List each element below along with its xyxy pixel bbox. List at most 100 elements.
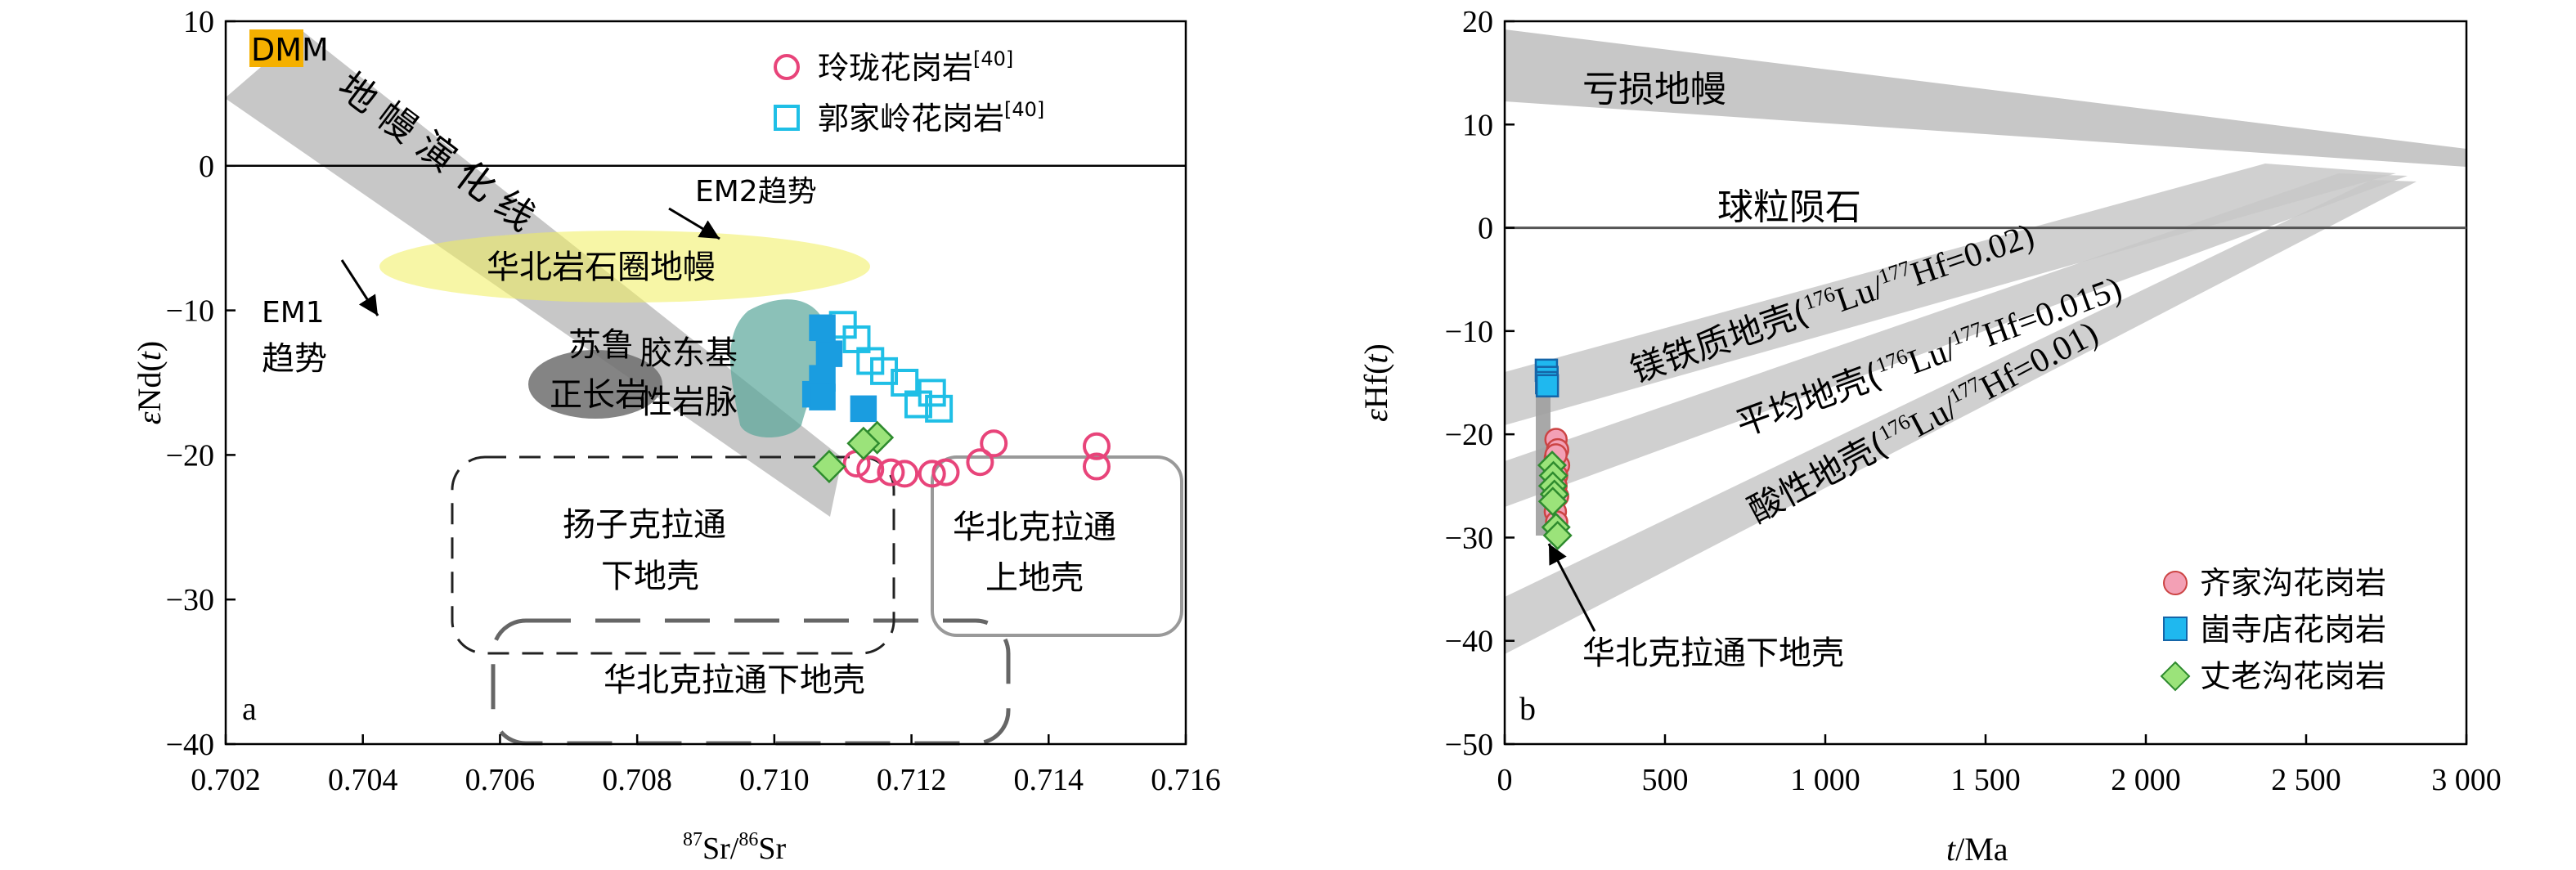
sulu-syenite-field xyxy=(528,350,662,419)
ncc-lithospheric-mantle-label: 华北岩石圈地幔 xyxy=(487,249,716,286)
panel-b-data-points xyxy=(1534,358,1573,550)
data-point-a-series0 xyxy=(918,460,946,488)
dmm-box xyxy=(249,29,303,67)
panel-a-frame xyxy=(224,20,1187,746)
panel-b-label: b xyxy=(1519,690,1536,727)
ncc-upper-label-line2: 上地壳 xyxy=(985,559,1084,597)
legend-qijiagou-label: 齐家沟花岗岩 xyxy=(2200,565,2386,601)
data-point-a-series2 xyxy=(809,383,836,410)
panel-a-x-title: 87Sr/86Sr xyxy=(683,829,786,866)
legend-guojialing-marker xyxy=(774,105,800,131)
panel-a-legend: 玲珑花岗岩[40] 郭家岭花岗岩[40] xyxy=(774,47,1044,137)
yangtze-label-line2: 下地壳 xyxy=(601,558,699,595)
ncc-lower-label: 华北克拉通下地壳 xyxy=(604,661,865,699)
felsic-crust-band xyxy=(1505,180,2417,654)
x-tick-label: 0.702 xyxy=(191,763,261,797)
data-point-a-series2 xyxy=(815,340,843,367)
panel-a: 0.702 0.704 0.706 0.708 0.710 0.712 0.714 0.716… xyxy=(131,5,1221,866)
data-point-a-series3 xyxy=(812,450,846,484)
y-tick-label: −10 xyxy=(1445,315,1493,349)
em1-arrow xyxy=(340,259,379,316)
ncc-lithospheric-mantle-field xyxy=(379,231,870,303)
em2-arrow xyxy=(668,207,720,240)
y-tick-label: 0 xyxy=(199,150,214,184)
data-point-a-series2 xyxy=(809,314,836,342)
data-point-a-series0 xyxy=(856,455,885,484)
legend-qijiagou-marker xyxy=(2163,571,2188,595)
y-tick-label: −30 xyxy=(1445,521,1493,555)
x-tick-label: 500 xyxy=(1642,763,1689,797)
ncc-upper-crust-field xyxy=(931,455,1183,637)
data-point-a-series2 xyxy=(850,395,877,423)
x-tick-label: 0.714 xyxy=(1014,763,1084,797)
data-point-b-series1 xyxy=(1535,374,1560,398)
x-tick-label: 0.708 xyxy=(602,763,672,797)
legend-gusidian-label: 崮寺店花岗岩 xyxy=(2200,612,2386,648)
x-tick-label: 1 000 xyxy=(1790,763,1860,797)
legend-linglong-marker xyxy=(774,54,800,80)
ncc-upper-label-line1: 华北克拉通 xyxy=(953,509,1116,546)
panel-a-x-ticks: 0.702 0.704 0.706 0.708 0.710 0.712 0.714 0.716 xyxy=(191,734,1221,797)
sulu-label-line2: 正长岩 xyxy=(550,376,648,414)
ncc-lower-crust-arrow xyxy=(1547,543,1596,632)
em1-label-line1: EM1 xyxy=(262,296,325,330)
legend-gusidian-marker xyxy=(2163,617,2188,641)
em2-trend-label: EM2趋势 xyxy=(695,175,817,209)
average-crust-band xyxy=(1505,173,2408,507)
yangtze-lower-crust-field xyxy=(451,455,895,655)
x-tick-label: 0.704 xyxy=(328,763,398,797)
em1-label-line2: 趋势 xyxy=(262,340,327,378)
legend-zhanglaogou-label: 丈老沟花岗岩 xyxy=(2200,658,2386,694)
data-point-a-series0 xyxy=(1082,452,1111,481)
x-tick-label: 0 xyxy=(1497,763,1513,797)
x-tick-label: 1 500 xyxy=(1950,763,2021,797)
y-tick-label: −10 xyxy=(166,294,214,329)
x-tick-label: 2 000 xyxy=(2111,763,2181,797)
y-tick-label: −30 xyxy=(166,583,214,617)
data-point-a-series0 xyxy=(931,458,960,487)
y-tick-label: −20 xyxy=(1445,418,1493,452)
y-tick-label: −20 xyxy=(166,438,214,473)
panel-a-fields xyxy=(225,29,1183,746)
panel-b-y-title: εHf(t) xyxy=(1358,343,1394,422)
x-tick-label: 0.710 xyxy=(739,763,810,797)
panel-a-y-title: εNd(t) xyxy=(131,341,168,424)
chondrite-label: 球粒陨石 xyxy=(1717,186,1861,228)
panel-a-y-ticks: 10 0 −10 −20 −30 −40 xyxy=(166,5,236,762)
depleted-mantle-label: 亏损地幔 xyxy=(1582,69,1726,110)
data-point-a-series0 xyxy=(877,458,905,487)
jiaodong-label-line1: 胶东基 xyxy=(640,334,738,372)
x-tick-label: 0.716 xyxy=(1151,763,1221,797)
panel-b: 0 500 1 000 1 500 2 000 2 500 3 000 20 10 0 −10 −2… xyxy=(1358,5,2502,868)
x-tick-label: 2 500 xyxy=(2271,763,2341,797)
legend-guojialing-label: 郭家岭花岗岩[40] xyxy=(818,98,1044,137)
panel-b-x-ticks: 0 500 1 000 1 500 2 000 2 500 3 000 xyxy=(1497,734,2502,797)
ncc-lower-crust-label: 华北克拉通下地壳 xyxy=(1582,635,1844,672)
data-point-a-series1 xyxy=(925,394,954,423)
sulu-label-line1: 苏鲁 xyxy=(568,326,634,364)
panel-b-x-title: t/Ma xyxy=(1946,831,2008,868)
data-point-a-series0 xyxy=(1082,432,1111,460)
y-tick-label: −40 xyxy=(1445,625,1493,659)
y-tick-label: 10 xyxy=(183,5,214,39)
data-point-a-series0 xyxy=(891,460,919,488)
legend-linglong-label: 玲珑花岗岩[40] xyxy=(818,47,1013,86)
y-tick-label: 20 xyxy=(1462,5,1493,39)
y-tick-label: −40 xyxy=(166,728,214,762)
data-point-b-series2 xyxy=(1542,520,1573,550)
data-point-a-series0 xyxy=(966,448,994,477)
x-tick-label: 0.706 xyxy=(465,763,536,797)
data-point-a-series3 xyxy=(846,426,881,460)
panel-b-y-ticks: 20 10 0 −10 −20 −30 −40 −50 xyxy=(1445,5,1515,762)
x-tick-label: 0.712 xyxy=(877,763,947,797)
panel-a-data-points xyxy=(801,311,1111,488)
panel-a-label: a xyxy=(242,690,257,727)
yangtze-label-line1: 扬子克拉通 xyxy=(563,506,726,544)
legend-zhanglaogou-marker xyxy=(2160,661,2191,692)
dmm-label: DMM xyxy=(251,32,329,68)
x-tick-label: 3 000 xyxy=(2431,763,2502,797)
data-point-b-series2 xyxy=(1537,487,1568,517)
y-tick-label: −50 xyxy=(1445,728,1493,762)
depleted-mantle-band xyxy=(1505,29,2466,167)
